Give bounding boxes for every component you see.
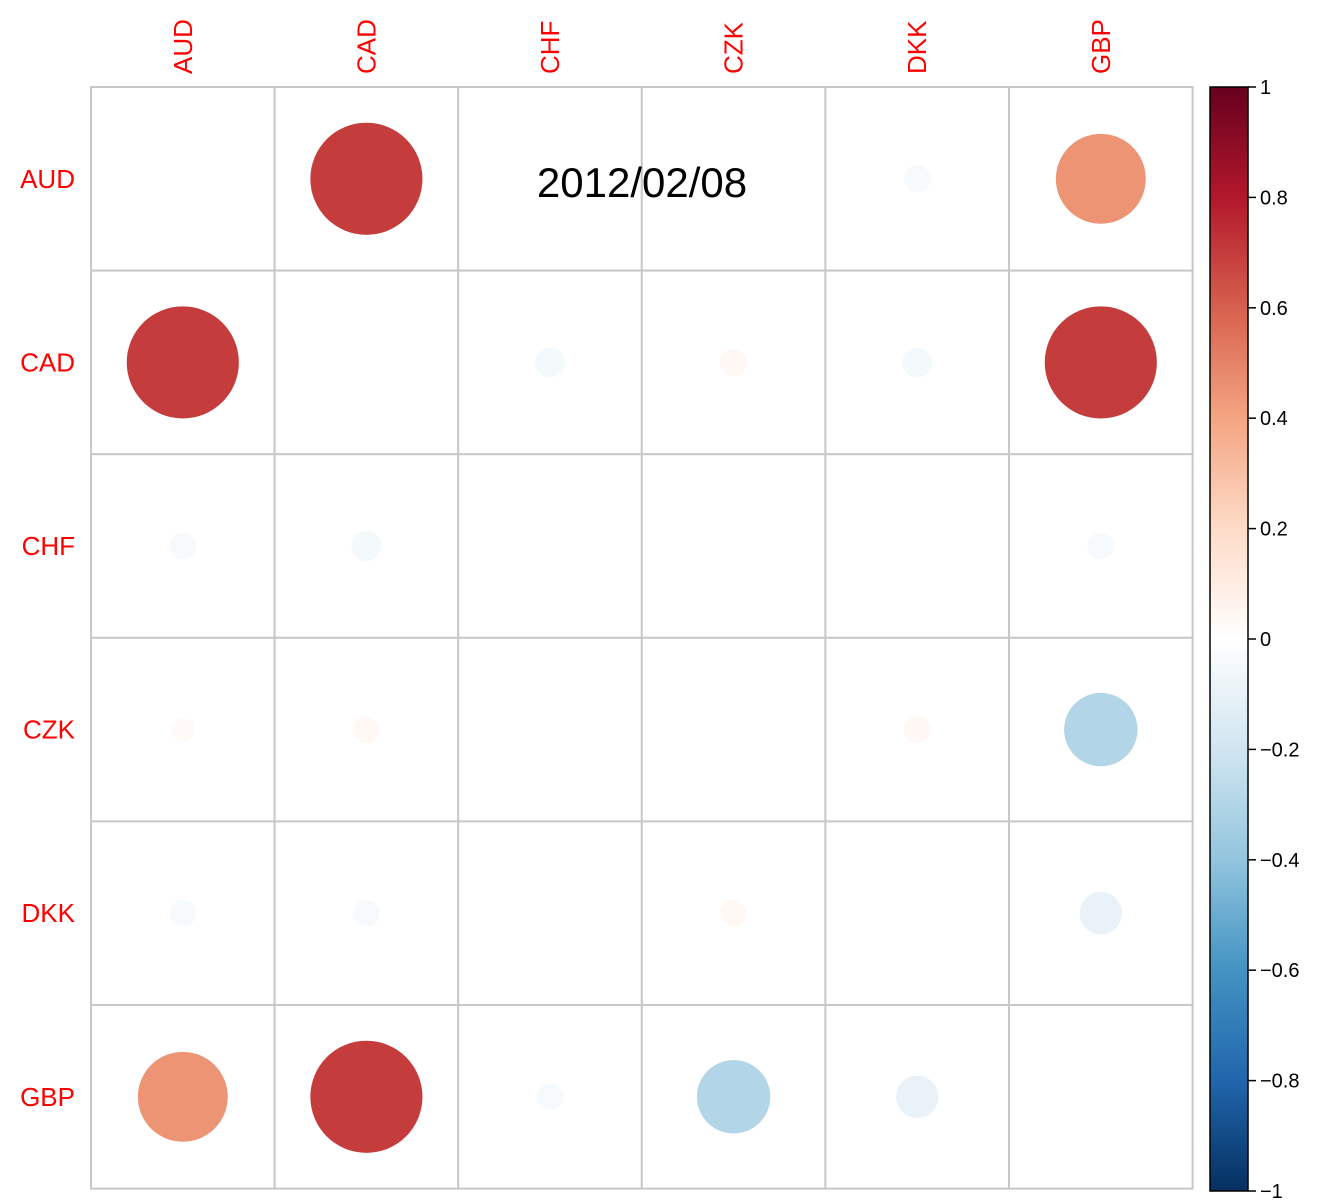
grid-cell [640, 269, 827, 456]
corr-circle-czk-dkk [903, 716, 931, 744]
corr-circle-czk-aud [171, 717, 195, 742]
col-label-dkk: DKK [902, 20, 932, 74]
corr-circle-dkk-gbp [1079, 892, 1122, 935]
row-label-czk: CZK [23, 715, 76, 745]
grid-cell [640, 453, 827, 639]
row-labels: AUD CAD CHF CZK DKK GBP [20, 164, 76, 1112]
corr-circle-dkk-cad [352, 899, 380, 927]
colorbar-tick-label: −0.2 [1260, 739, 1299, 761]
corr-circle-aud-dkk [903, 165, 931, 193]
corr-circle-czk-cad [352, 716, 380, 744]
colorbar-tick-label: 0 [1260, 629, 1271, 651]
grid-cell [640, 636, 827, 823]
corr-circle-cad-chf [535, 347, 565, 378]
colorbar-tick-label: −0.6 [1260, 960, 1299, 982]
grid-cell [1008, 1004, 1194, 1190]
corr-circle-dkk-czk [720, 899, 748, 927]
colorbar-tick-label: −0.4 [1260, 850, 1299, 872]
grid-cell [273, 269, 460, 456]
col-label-chf: CHF [535, 21, 565, 74]
cell-grid [90, 86, 1194, 1190]
corr-circle-dkk-aud [169, 899, 197, 927]
correlation-circles [126, 122, 1157, 1153]
col-label-cad: CAD [351, 19, 381, 74]
corr-circle-gbp-dkk [896, 1075, 939, 1118]
colorbar [1209, 86, 1249, 1192]
grid-cell [90, 1004, 276, 1190]
grid-cell [640, 86, 827, 272]
corr-circle-gbp-cad [310, 1040, 423, 1153]
corr-circle-cad-aud [126, 306, 239, 419]
column-labels: AUD CAD CHF CZK DKK GBP [168, 19, 1116, 74]
colorbar-ticks: 1 0.8 0.6 0.4 0.2 0 −0.2 −0.4 −0.6 −0.8 −1 [1248, 77, 1299, 1203]
grid-cell [90, 636, 276, 823]
corr-circle-gbp-chf [536, 1083, 564, 1111]
colorbar-tick-label: 0.8 [1260, 187, 1288, 209]
colorbar-tick-label: 1 [1260, 77, 1271, 99]
grid-cell [824, 820, 1011, 1007]
grid-cell [457, 820, 643, 1007]
corr-circle-cad-dkk [902, 347, 933, 378]
row-label-gbp: GBP [20, 1082, 75, 1112]
col-label-czk: CZK [719, 21, 749, 74]
chart-title: 2012/02/08 [537, 159, 747, 206]
colorbar-tick-label: 0.2 [1260, 519, 1288, 541]
colorbar-tick-label: 0.4 [1260, 408, 1288, 430]
grid-cell [457, 86, 643, 272]
grid-cell [824, 453, 1011, 639]
grid-cell [457, 453, 643, 639]
corr-circle-cad-czk [720, 348, 748, 376]
col-label-aud: AUD [168, 19, 198, 74]
corr-circle-czk-gbp [1064, 692, 1138, 767]
row-label-chf: CHF [22, 531, 75, 561]
colorbar-tick-label: −1 [1260, 1181, 1283, 1203]
grid-cell [457, 636, 643, 823]
corr-circle-chf-cad [351, 531, 382, 561]
col-label-gbp: GBP [1086, 19, 1116, 74]
corr-circle-gbp-aud [137, 1051, 228, 1142]
row-label-cad: CAD [20, 347, 75, 377]
corr-circle-aud-gbp [1055, 133, 1146, 224]
corr-circle-aud-cad [310, 122, 423, 235]
corr-circle-gbp-czk [696, 1060, 771, 1134]
corr-circle-cad-gbp [1044, 306, 1157, 419]
corr-circle-chf-aud [169, 532, 197, 560]
colorbar-tick-label: 0.6 [1260, 298, 1288, 320]
colorbar-tick-label: −0.8 [1260, 1071, 1299, 1093]
corr-circle-chf-gbp [1087, 532, 1115, 560]
row-label-dkk: DKK [22, 898, 76, 928]
row-label-aud: AUD [20, 164, 75, 194]
grid-cell [90, 86, 276, 272]
